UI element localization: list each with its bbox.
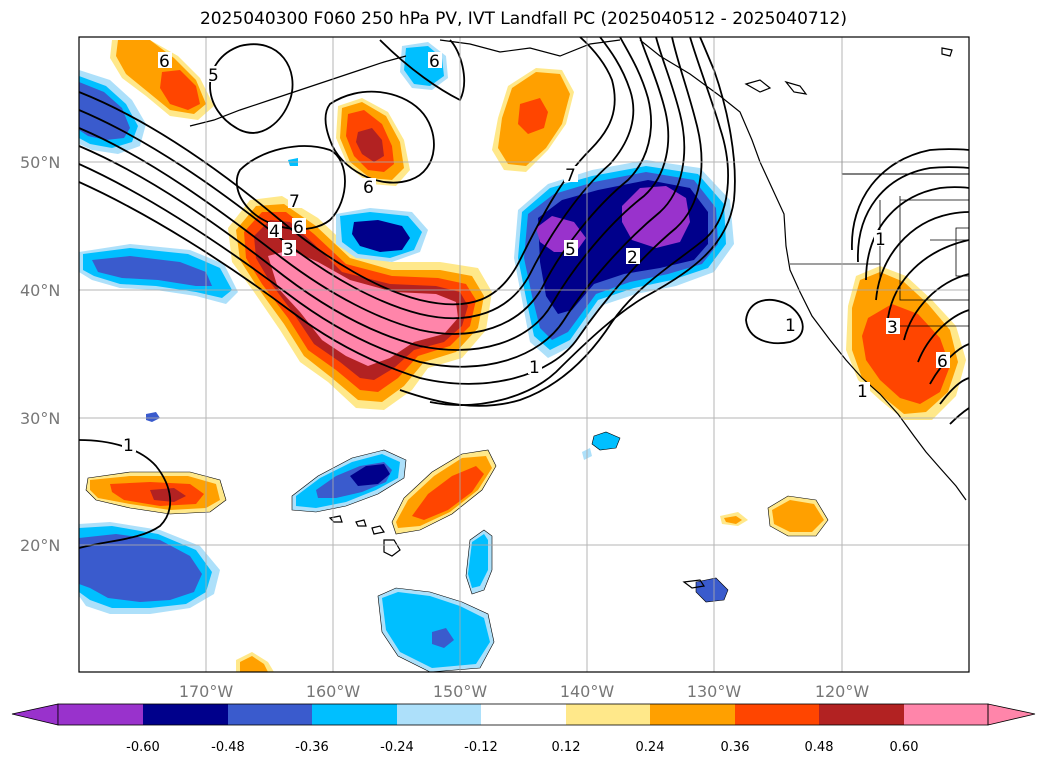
colorbar-cell <box>312 704 397 725</box>
colorbar-tick-label: -0.60 <box>126 740 160 755</box>
contour-label: 6 <box>159 52 170 72</box>
colorbar: -0.60 -0.48 -0.36 -0.24 -0.12 0.12 0.24 … <box>11 703 1036 755</box>
contour-label: 6 <box>293 218 304 238</box>
lon-label-160w: 160°W <box>306 682 361 701</box>
colorbar-cell <box>143 704 228 725</box>
contour-label: 5 <box>565 240 576 260</box>
colorbar-tick-label: 0.24 <box>636 740 665 755</box>
longitude-labels: 170°W 160°W 150°W 140°W 130°W 120°W <box>179 682 870 701</box>
colorbar-tick-label: 0.60 <box>890 740 919 755</box>
colorbar-cell <box>650 704 735 725</box>
contour-label: 1 <box>875 230 886 250</box>
contour-label: 2 <box>627 248 638 268</box>
colorbar-tick-label: 0.12 <box>552 740 581 755</box>
lat-label-20n: 20°N <box>20 536 60 555</box>
lat-label-30n: 30°N <box>20 409 60 428</box>
map-frame <box>78 36 970 673</box>
colorbar-tick-label: 0.36 <box>721 740 750 755</box>
lon-label-140w: 140°W <box>560 682 615 701</box>
lon-label-130w: 130°W <box>687 682 742 701</box>
contour-label: 3 <box>283 240 294 260</box>
contour-label: 5 <box>208 66 219 86</box>
colorbar-cell <box>228 704 312 725</box>
contour-labels: 5 6 6 6 7 4 3 6 5 2 7 1 1 1 3 6 1 1 <box>123 52 948 456</box>
colorbar-tick-label: -0.48 <box>211 740 245 755</box>
lat-label-40n: 40°N <box>20 281 60 300</box>
lat-label-50n: 50°N <box>20 153 60 172</box>
colorbar-cell <box>735 704 819 725</box>
colorbar-tick-label: -0.36 <box>295 740 329 755</box>
contour-label: 7 <box>289 192 300 212</box>
contour-label: 1 <box>529 358 540 378</box>
colorbar-cell <box>819 704 904 725</box>
map-plot-area: 5 6 6 6 7 4 3 6 5 2 7 1 1 1 3 6 1 1 <box>79 37 969 672</box>
colorbar-cell <box>904 704 988 725</box>
contour-label: 1 <box>785 316 796 336</box>
contour-label: 6 <box>937 352 948 372</box>
colorbar-ticks: -0.60 -0.48 -0.36 -0.24 -0.12 0.12 0.24 … <box>126 740 918 755</box>
contour-label: 3 <box>887 318 898 338</box>
pv-contours <box>79 37 969 549</box>
colorbar-tick-label: -0.12 <box>464 740 498 755</box>
colorbar-max-extend <box>987 703 1036 726</box>
contour-label: 7 <box>565 166 576 186</box>
gridlines <box>79 37 969 672</box>
colorbar-min-extend <box>11 703 59 726</box>
lon-label-150w: 150°W <box>433 682 488 701</box>
contour-label: 1 <box>123 436 134 456</box>
lon-label-170w: 170°W <box>179 682 234 701</box>
colorbar-tick-label: -0.24 <box>380 740 414 755</box>
colorbar-cells <box>58 704 988 725</box>
lon-label-120w: 120°W <box>815 682 870 701</box>
contour-label-backgrounds <box>122 52 950 452</box>
colorbar-cell <box>566 704 650 725</box>
contour-label: 6 <box>363 178 374 198</box>
colorbar-tick-label: 0.48 <box>805 740 834 755</box>
shading-outlines <box>85 431 829 672</box>
contour-label: 1 <box>857 382 868 402</box>
contour-label: 4 <box>269 222 280 242</box>
contour-label: 6 <box>429 52 440 72</box>
colorbar-cell <box>397 704 481 725</box>
colorbar-cell <box>481 704 566 725</box>
colorbar-cell <box>58 704 143 725</box>
latitude-labels: 50°N 40°N 30°N 20°N <box>20 153 60 555</box>
map-title: 2025040300 F060 250 hPa PV, IVT Landfall… <box>199 9 847 29</box>
